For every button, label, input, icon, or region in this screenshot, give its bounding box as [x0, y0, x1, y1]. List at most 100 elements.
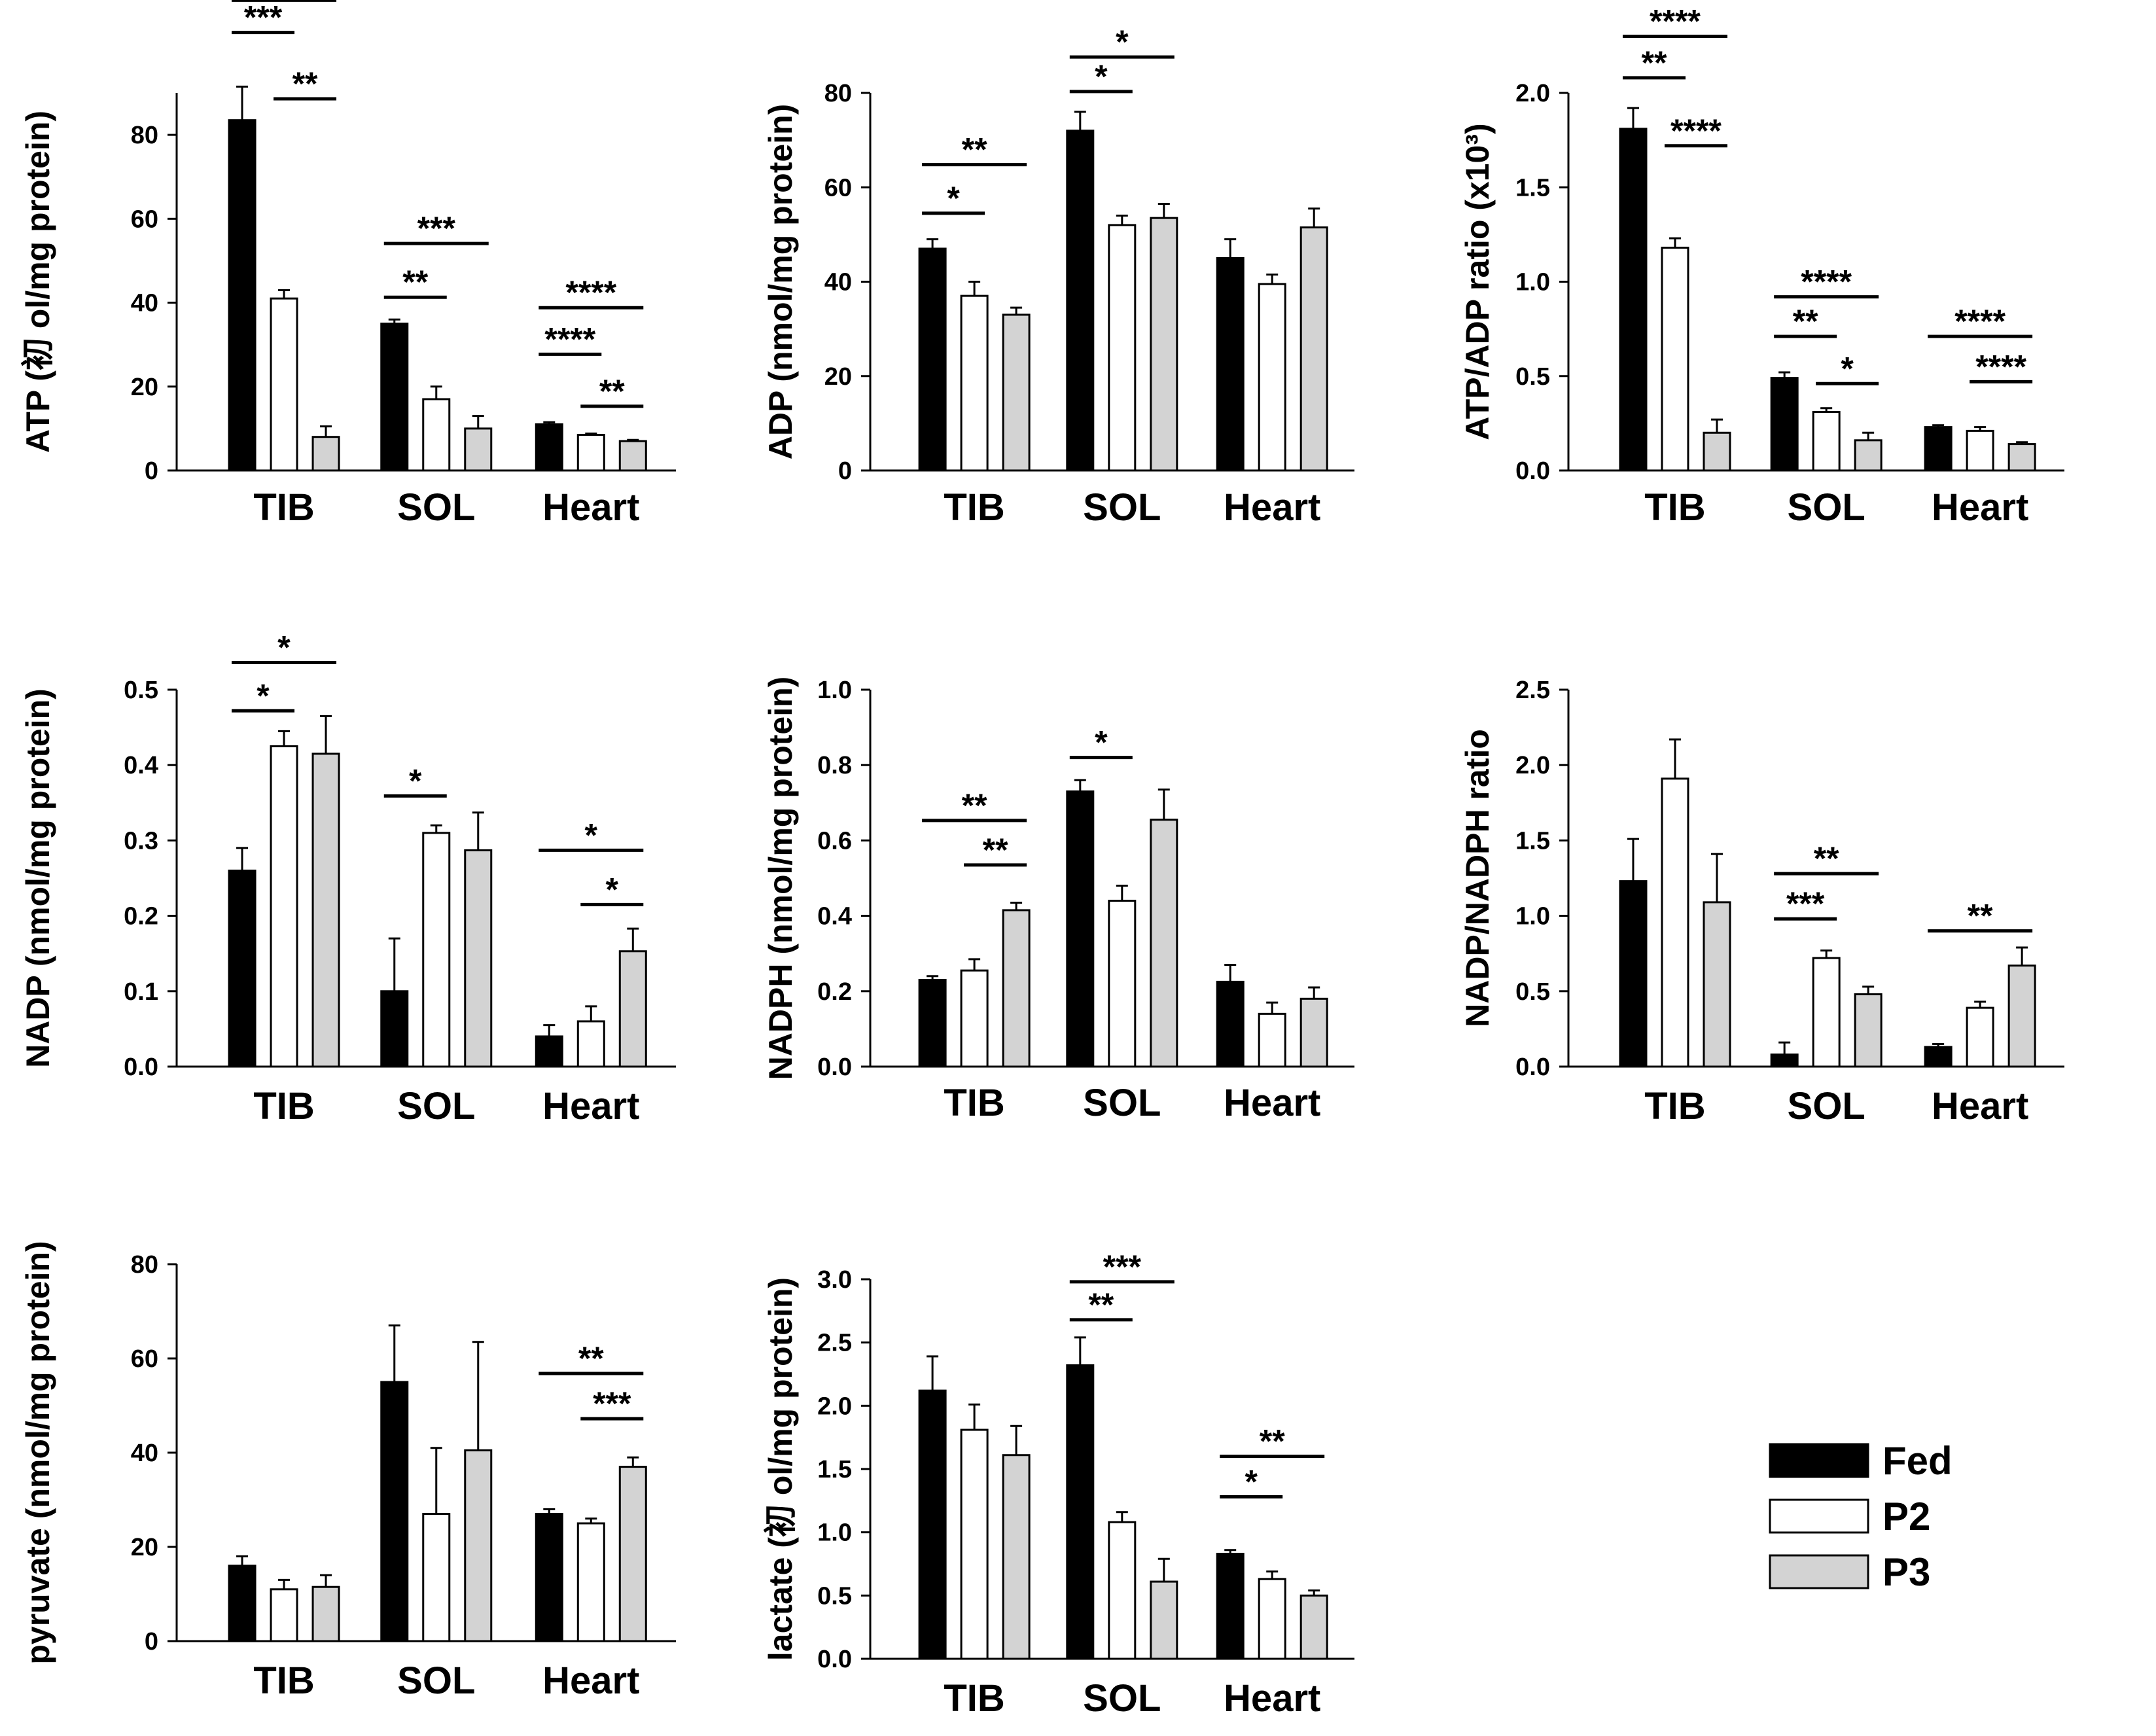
bar-fed	[535, 423, 563, 472]
bar-fed	[1066, 1364, 1095, 1660]
category-label: TIB	[944, 486, 1004, 529]
y-tick-label: 0.4	[124, 752, 158, 779]
significance-label: ****	[258, 0, 309, 3]
significance-label: **	[1968, 898, 1993, 934]
y-tick-label: 2.5	[817, 1330, 852, 1357]
bar-fed	[1770, 1054, 1799, 1068]
bar-p2	[422, 398, 451, 472]
bar-p3	[1703, 431, 1731, 472]
significance-label: *	[409, 762, 422, 799]
category-label: TIB	[1644, 486, 1705, 529]
bar-p3	[311, 436, 340, 472]
y-tick-label: 1.0	[1515, 269, 1550, 296]
bar-p2	[960, 1428, 989, 1660]
y-tick-label: 0.0	[817, 1054, 852, 1081]
category-label: Heart	[1224, 1677, 1320, 1720]
bar-p3	[1150, 819, 1178, 1068]
category-label: Heart	[1224, 486, 1320, 529]
bar-p2	[270, 1588, 298, 1642]
significance-label: ****	[544, 321, 595, 357]
bar-fed	[918, 979, 947, 1068]
legend: Fed P2 P3	[1769, 1439, 1953, 1594]
significance-label: **	[1793, 303, 1818, 340]
category-label: SOL	[397, 1659, 475, 1702]
y-tick-label: 1.0	[817, 677, 852, 704]
y-tick-label: 60	[131, 1345, 158, 1373]
y-tick-label: 80	[824, 80, 852, 107]
category-label: TIB	[253, 1659, 314, 1702]
significance-label: **	[962, 787, 987, 824]
chart-panel: 0.0 0.2 0.4 0.6 0.8 1.0 NADPH (nmol/mg protein…	[762, 677, 1354, 1124]
bar-fed	[1216, 257, 1245, 472]
category-label: Heart	[1932, 486, 2028, 529]
bar-p3	[1002, 1454, 1031, 1660]
bar-p3	[2007, 443, 2036, 472]
y-tick-label: 0	[838, 457, 852, 485]
significance-label: *	[1841, 350, 1854, 387]
bar-fed	[1216, 1553, 1245, 1660]
y-tick-label: 60	[824, 174, 852, 202]
chart-panel: 0.0 0.5 1.0 1.5 2.0 ATP/ADP ratio (x10³) TIB SO…	[1459, 3, 2064, 529]
significance-label: ***	[417, 210, 456, 247]
significance-label: *	[277, 629, 291, 666]
bar-p3	[1299, 226, 1328, 472]
category-label: TIB	[253, 486, 314, 529]
bar-fed	[228, 1565, 256, 1642]
y-tick-label: 20	[131, 374, 158, 401]
legend-label-fed: Fed	[1882, 1439, 1953, 1483]
bar-p2	[422, 1513, 451, 1642]
y-axis-title: ADP (nmol/mg protein)	[762, 104, 799, 460]
bar-fed	[535, 1035, 563, 1068]
bar-p2	[1258, 1012, 1286, 1068]
significance-label: **	[599, 373, 625, 410]
y-axis-title: ATP/ADP ratio (x10³)	[1459, 123, 1496, 440]
y-tick-label: 1.5	[1515, 174, 1550, 202]
category-label: SOL	[1083, 486, 1161, 529]
significance-label: **	[402, 264, 428, 300]
bar-fed	[1619, 128, 1648, 472]
y-tick-label: 80	[131, 1251, 158, 1279]
bar-fed	[228, 119, 256, 472]
bar-fed	[1066, 790, 1095, 1068]
category-label: Heart	[542, 1085, 639, 1127]
legend-swatch-p3	[1769, 1554, 1869, 1589]
y-tick-label: 0.5	[124, 677, 158, 704]
y-tick-label: 0.5	[1515, 978, 1550, 1006]
bar-fed	[228, 869, 256, 1068]
y-tick-label: 3.0	[817, 1266, 852, 1294]
y-tick-label: 40	[131, 290, 158, 317]
bar-p3	[618, 1466, 647, 1642]
significance-label: *	[606, 871, 619, 908]
significance-label: ****	[1975, 348, 2026, 385]
bar-p2	[576, 434, 605, 472]
category-label: SOL	[1788, 486, 1865, 529]
bar-p3	[464, 427, 493, 472]
bar-p2	[422, 832, 451, 1068]
y-tick-label: 0	[145, 457, 158, 485]
category-label: Heart	[1932, 1085, 2028, 1127]
significance-label: *	[1245, 1464, 1258, 1500]
bar-p3	[1299, 997, 1328, 1068]
bar-p2	[960, 294, 989, 472]
category-label: TIB	[944, 1677, 1004, 1720]
significance-label: ****	[565, 274, 616, 311]
bar-p2	[270, 745, 298, 1068]
y-tick-label: 0.5	[817, 1582, 852, 1610]
chart-panels: 0 20 40 60 80 ATP (初 ol/mg protein) TIB SOL Hear…	[20, 0, 2064, 1720]
significance-label: ***	[593, 1385, 631, 1422]
chart-panel: 0 20 40 60 80 ATP (初 ol/mg protein) TIB SOL Hear…	[20, 0, 676, 529]
bar-p3	[1854, 993, 1882, 1068]
y-tick-label: 2.0	[817, 1392, 852, 1420]
category-label: TIB	[253, 1085, 314, 1127]
category-label: SOL	[1083, 1677, 1161, 1720]
chart-panel: 0.0 0.1 0.2 0.3 0.4 0.5 NADP (nmol/mg protein)…	[20, 629, 676, 1127]
legend-label-p2: P2	[1882, 1495, 1930, 1538]
bar-p2	[1108, 1521, 1137, 1660]
category-label: SOL	[397, 486, 475, 529]
significance-label: *	[947, 180, 960, 217]
y-tick-label: 40	[824, 269, 852, 296]
significance-label: **	[292, 65, 318, 102]
bar-p3	[1299, 1594, 1328, 1660]
bar-p2	[1812, 957, 1841, 1068]
bar-fed	[535, 1513, 563, 1642]
